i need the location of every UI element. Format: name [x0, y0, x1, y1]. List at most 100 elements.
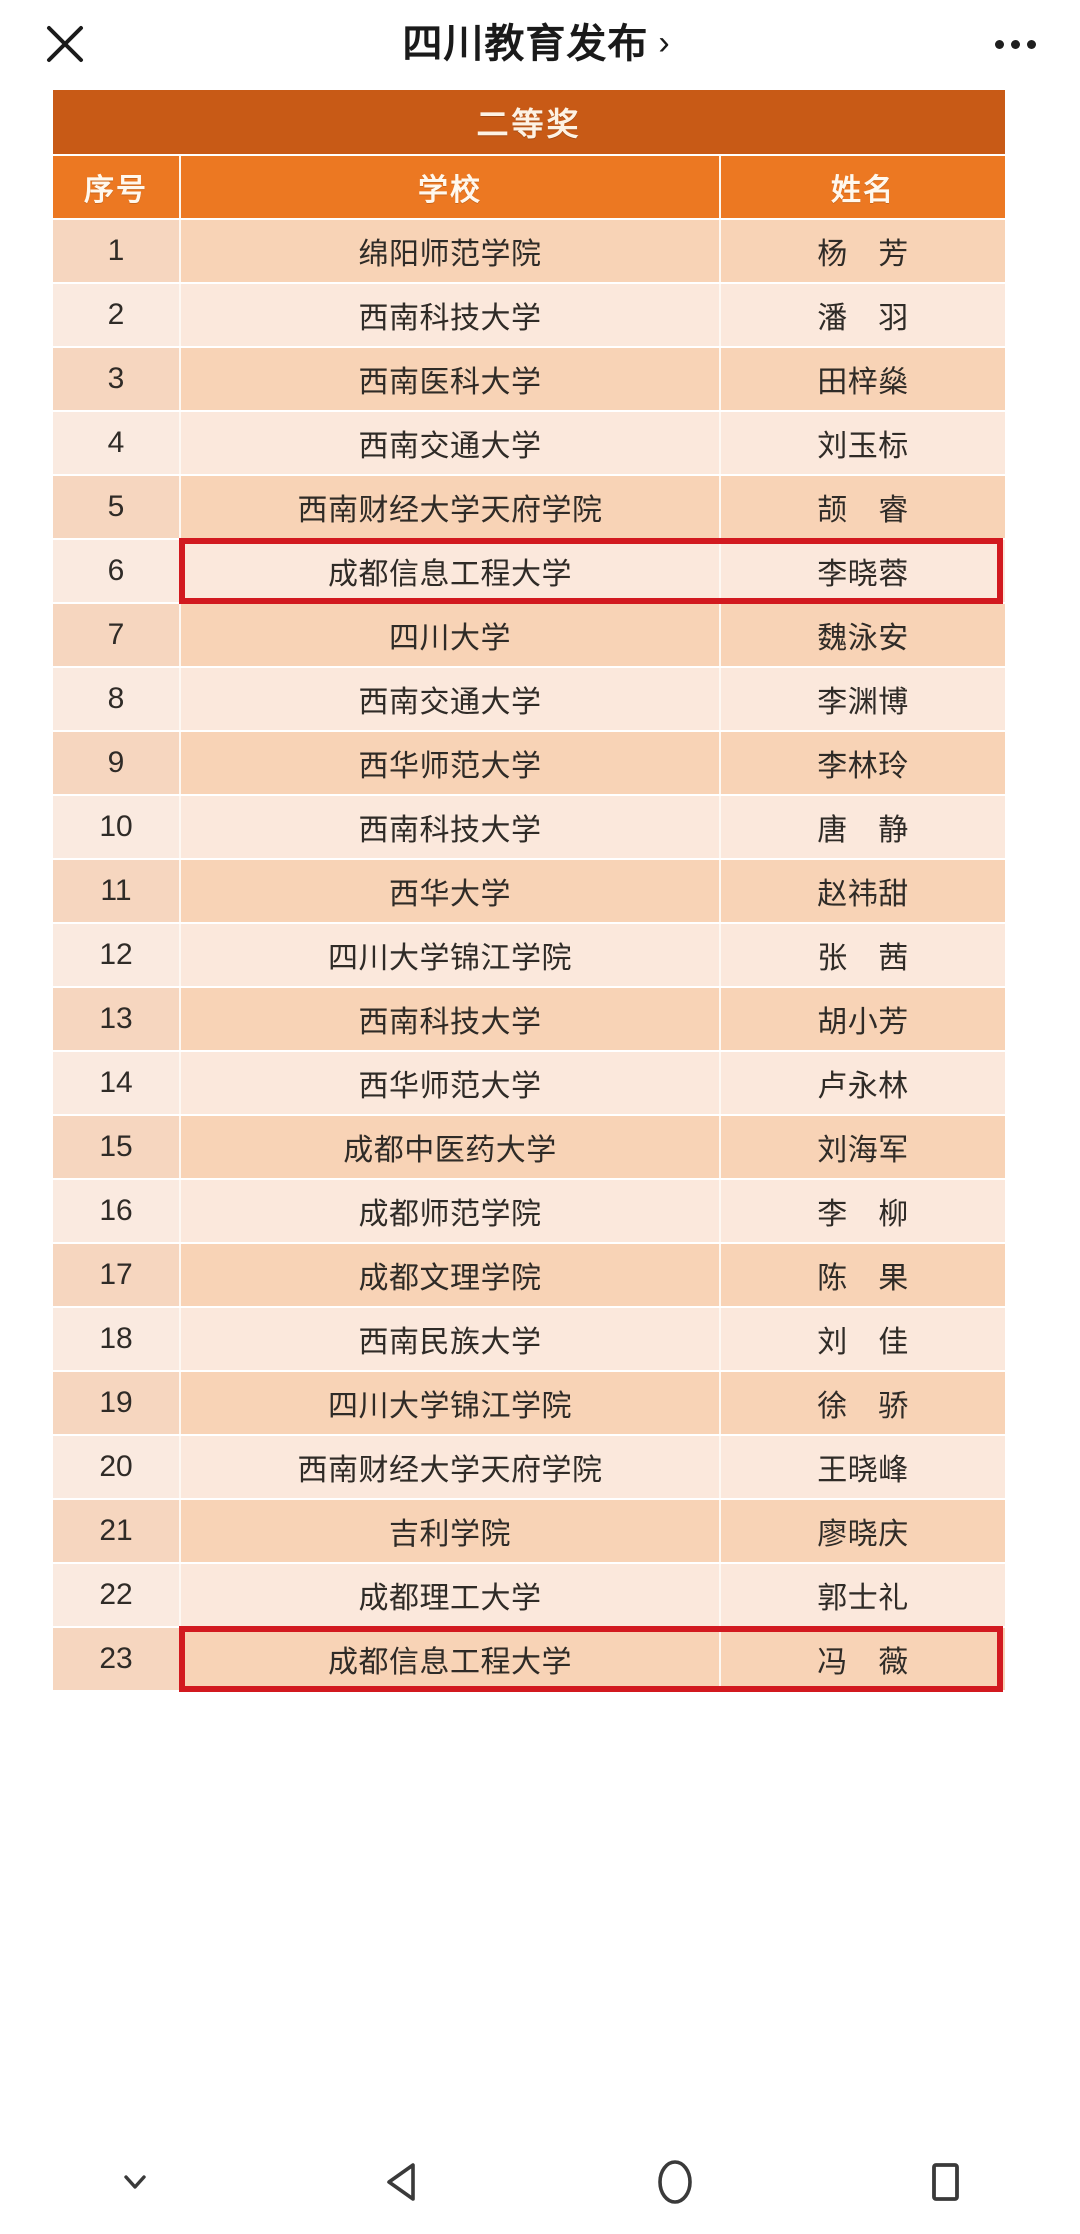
cell-school: 成都信息工程大学: [179, 1626, 1003, 1692]
cell-index: 4: [53, 412, 181, 474]
cell-name: 李 柳: [721, 1180, 1006, 1242]
hide-keyboard-button[interactable]: [0, 2130, 270, 2234]
table-row: 23 成都信息工程大学冯 薇: [53, 1626, 1006, 1692]
cell-index: 3: [53, 348, 181, 410]
cell-school: 绵阳师范学院: [181, 220, 721, 282]
table-row: 2 西南科技大学潘 羽: [53, 284, 1006, 346]
cell-school: 四川大学: [181, 604, 721, 666]
cell-school: 西南财经大学天府学院: [181, 1436, 721, 1498]
table-row: 17 成都文理学院陈 果: [53, 1244, 1006, 1306]
cell-index: 21: [53, 1500, 181, 1562]
chevron-right-icon: ›: [658, 24, 670, 62]
cell-index: 6: [53, 540, 181, 602]
cell-name: 李晓蓉: [721, 540, 1006, 602]
cell-index: 14: [53, 1052, 181, 1114]
cell-name: 刘玉标: [721, 412, 1006, 474]
cell-school: 成都中医药大学: [181, 1116, 721, 1178]
table-row: 21 吉利学院 廖晓庆: [53, 1500, 1006, 1562]
cell-school: 成都理工大学: [181, 1564, 721, 1626]
table-row: 6 成都信息工程大学 李晓蓉: [53, 538, 1006, 604]
cell-school: 吉利学院: [181, 1500, 721, 1562]
cell-index: 11: [53, 860, 181, 922]
recents-button[interactable]: [810, 2130, 1080, 2234]
cell-index: 9: [53, 732, 181, 794]
award-table-wrapper: 二等奖 序号 学校 姓名 1 绵阳师范学院杨 芳 2 西南科技大学潘 羽 3 西南医科大学 田梓燊 4…: [53, 88, 1006, 1692]
column-header-school: 学校: [181, 156, 721, 218]
back-button[interactable]: [270, 2130, 540, 2234]
webview-top-bar: 四川教育发布 ›: [0, 0, 1080, 88]
cell-name: 张 茜: [721, 924, 1006, 986]
cell-school: 西南医科大学: [181, 348, 721, 410]
more-options-button[interactable]: [984, 13, 1046, 75]
cell-index: 10: [53, 796, 181, 858]
table-row: 14 西华师范大学 卢永林: [53, 1052, 1006, 1114]
close-icon: [43, 22, 87, 66]
award-table-body: 二等奖 序号 学校 姓名 1 绵阳师范学院杨 芳 2 西南科技大学潘 羽 3 西南医科大学 田梓燊 4…: [53, 90, 1006, 1692]
cell-school: 西南交通大学: [181, 668, 721, 730]
cell-name: 唐 静: [721, 796, 1006, 858]
table-row: 11 西华大学 赵祎甜: [53, 860, 1006, 922]
table-row: 22 成都理工大学 郭士礼: [53, 1564, 1006, 1626]
ellipsis-icon-dot-3: [1026, 39, 1036, 49]
cell-index: 23: [53, 1628, 181, 1690]
ellipsis-icon-dot-1: [994, 39, 1004, 49]
table-row: 3 西南医科大学 田梓燊: [53, 348, 1006, 410]
chevron-down-icon: [118, 2165, 152, 2199]
table-row: 12 四川大学锦江学院张 茜: [53, 924, 1006, 986]
cell-school: 西华大学: [181, 860, 721, 922]
cell-school: 西南科技大学: [181, 796, 721, 858]
back-triangle-icon: [379, 2156, 431, 2208]
table-row: 8 西南交通大学 李渊博: [53, 668, 1006, 730]
cell-school: 西南科技大学: [181, 284, 721, 346]
cell-name: 王晓峰: [721, 1436, 1006, 1498]
table-header-row: 序号 学校 姓名: [53, 156, 1006, 218]
cell-name: 颉 睿: [721, 476, 1006, 538]
close-button[interactable]: [34, 13, 96, 75]
column-header-name: 姓名: [721, 156, 1006, 218]
cell-name: 魏泳安: [721, 604, 1006, 666]
cell-school: 成都师范学院: [181, 1180, 721, 1242]
recents-square-icon: [919, 2156, 971, 2208]
cell-name: 刘海军: [721, 1116, 1006, 1178]
account-title[interactable]: 四川教育发布 ›: [92, 24, 980, 64]
cell-school: 西华师范大学: [181, 732, 721, 794]
cell-index: 15: [53, 1116, 181, 1178]
cell-index: 2: [53, 284, 181, 346]
ellipsis-icon-dot-2: [1010, 39, 1020, 49]
cell-school: 西南交通大学: [181, 412, 721, 474]
cell-name: 胡小芳: [721, 988, 1006, 1050]
award-banner-label: 二等奖: [53, 90, 1006, 154]
award-banner-row: 二等奖: [53, 90, 1006, 154]
award-table: 二等奖 序号 学校 姓名 1 绵阳师范学院杨 芳 2 西南科技大学潘 羽 3 西南医科大学 田梓燊 4…: [53, 88, 1006, 1692]
table-row: 18 西南民族大学刘 佳: [53, 1308, 1006, 1370]
table-row: 10 西南科技大学唐 静: [53, 796, 1006, 858]
cell-index: 12: [53, 924, 181, 986]
cell-school: 成都文理学院: [181, 1244, 721, 1306]
cell-index: 22: [53, 1564, 181, 1626]
table-row: 5 西南财经大学天府学院颉 睿: [53, 476, 1006, 538]
cell-school: 西南财经大学天府学院: [181, 476, 721, 538]
cell-name: 郭士礼: [721, 1564, 1006, 1626]
cell-school: 西南科技大学: [181, 988, 721, 1050]
article-content: 二等奖 序号 学校 姓名 1 绵阳师范学院杨 芳 2 西南科技大学潘 羽 3 西南医科大学 田梓燊 4…: [0, 88, 1080, 2130]
cell-index: 19: [53, 1372, 181, 1434]
cell-name: 廖晓庆: [721, 1500, 1006, 1562]
table-row: 20 西南财经大学天府学院 王晓峰: [53, 1436, 1006, 1498]
cell-index: 7: [53, 604, 181, 666]
cell-name: 徐 骄: [721, 1372, 1006, 1434]
table-row: 7 四川大学 魏泳安: [53, 604, 1006, 666]
cell-name: 冯 薇: [721, 1628, 1006, 1690]
table-row: 9 西华师范大学 李林玲: [53, 732, 1006, 794]
cell-index: 5: [53, 476, 181, 538]
cell-school: 西华师范大学: [181, 1052, 721, 1114]
table-row: 16 成都师范学院李 柳: [53, 1180, 1006, 1242]
table-row: 13 西南科技大学 胡小芳: [53, 988, 1006, 1050]
cell-name: 潘 羽: [721, 284, 1006, 346]
table-row: 15 成都中医药大学 刘海军: [53, 1116, 1006, 1178]
cell-index: 17: [53, 1244, 181, 1306]
cell-school: 成都信息工程大学: [179, 538, 1003, 604]
home-button[interactable]: [540, 2130, 810, 2234]
cell-name: 田梓燊: [721, 348, 1006, 410]
cell-index: 13: [53, 988, 181, 1050]
